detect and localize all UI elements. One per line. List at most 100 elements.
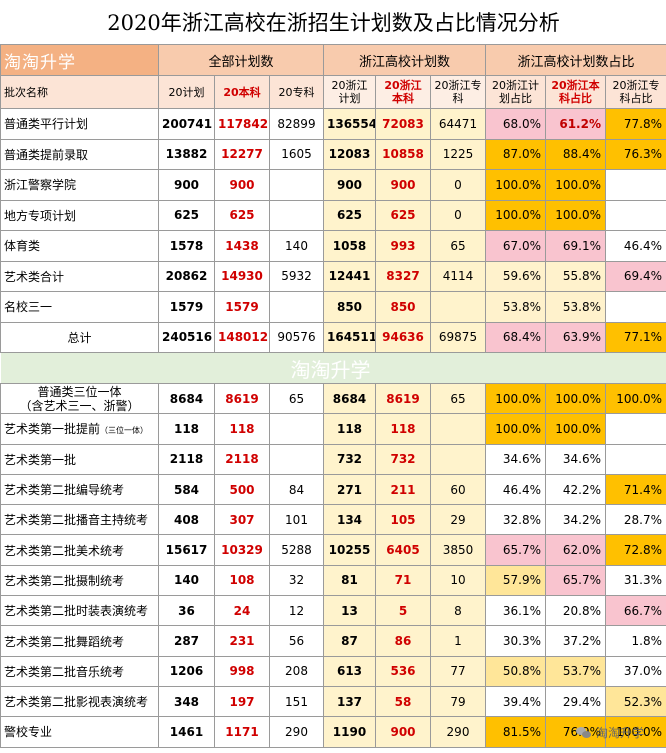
row-name-note: （三位一体） (100, 426, 149, 436)
brand-cell: 淘淘升学 (0, 44, 159, 76)
table-cell: 84 (269, 473, 324, 506)
table-cell: 68.4% (485, 321, 546, 353)
table-cell: 625 (214, 199, 270, 231)
table-row: 艺术类第一批提前（三位一体） 118 118 118 118 100.0% 100.0% (0, 413, 666, 445)
table-cell: 42.2% (545, 473, 606, 506)
row-name: 总计 (0, 321, 159, 353)
table-cell: 63.9% (545, 321, 606, 353)
row-name-text: 名校三一 (4, 300, 53, 315)
row-name: 艺术类第二批影视表演统考 (0, 685, 159, 718)
table-cell: 37.2% (545, 625, 606, 657)
table-row: 艺术类合计 20862 14930 5932 12441 8327 4114 59.6% 55.… (0, 260, 666, 292)
table-cell: 10 (430, 564, 486, 597)
table-cell: 79 (430, 685, 486, 718)
table-cell: 46.4% (604, 230, 666, 262)
row-name-text: 艺术类第二批播音主持统考 (4, 513, 149, 528)
table-row: 警校专业 1461 1171 290 1190 900 290 81.5% 76.9% 100.0… (0, 716, 666, 748)
col-header-c2: 20本科 (214, 75, 270, 109)
table-cell: 82899 (269, 108, 324, 140)
table-cell: 58 (375, 685, 431, 718)
row-name: 普通类平行计划 (0, 108, 159, 140)
row-name-text: 艺术类第二批摄制统考 (4, 573, 125, 588)
table-cell: 536 (375, 655, 431, 687)
table-cell: 65 (269, 382, 324, 415)
row-name-text: 普通类平行计划 (4, 117, 89, 132)
table-cell: 77.8% (604, 108, 666, 140)
table-cell (604, 199, 666, 231)
table-cell: 81 (323, 564, 376, 597)
table-cell: 900 (323, 169, 376, 201)
table-cell: 3850 (430, 534, 486, 566)
row-name-text: 艺术类合计 (4, 269, 65, 284)
row-name-text: 艺术类第二批音乐统考 (4, 664, 125, 679)
row-name-text: 艺术类第二批编导统考 (4, 483, 125, 498)
table-cell: 14930 (214, 260, 270, 292)
table-row: 艺术类第一批 2118 2118 732 732 34.6% 34.6% (0, 443, 666, 475)
table-cell: 34.2% (545, 504, 606, 536)
table-cell: 271 (323, 473, 376, 506)
table-row: 名校三一 1579 1579 850 850 53.8% 53.8% (0, 291, 666, 323)
table-cell: 94636 (375, 321, 431, 353)
row-name: 地方专项计划 (0, 199, 159, 231)
table-cell: 88.4% (545, 138, 606, 170)
col-header-c3: 20专科 (269, 75, 324, 109)
table-cell: 29 (430, 504, 486, 536)
table-cell: 287 (158, 625, 215, 657)
table-cell: 100.0% (545, 169, 606, 201)
table-cell: 69.4% (604, 260, 666, 292)
table-cell: 900 (375, 169, 431, 201)
table-cell: 60 (430, 473, 486, 506)
watermark-text: 淘淘升学 (595, 726, 644, 740)
table-cell: 625 (323, 199, 376, 231)
table-row: 体育类 1578 1438 140 1058 993 65 67.0% 69.1% 46.4% (0, 230, 666, 262)
table-cell: 76.3% (604, 138, 666, 170)
table-cell: 62.0% (545, 534, 606, 566)
table-cell: 290 (430, 716, 486, 748)
table-cell: 30.3% (485, 625, 546, 657)
col-header-c4: 20浙江计划 (323, 75, 376, 109)
table-cell: 140 (269, 230, 324, 262)
table-cell: 56 (269, 625, 324, 657)
col-header-p2: 20浙江本科占比 (545, 75, 606, 109)
group-ratio-header: 浙江高校计划数占比 (484, 44, 666, 76)
table-cell: 37.0% (604, 655, 666, 687)
table-cell: 34.6% (485, 443, 546, 475)
table-row: 艺术类第二批播音主持统考 408 307 101 134 105 29 32.8% 34.2% 2… (0, 504, 666, 536)
table-cell: 12 (269, 595, 324, 627)
table-cell: 8 (430, 595, 486, 627)
table-cell: 86 (375, 625, 431, 657)
table-cell: 8684 (323, 382, 376, 415)
table-cell: 50.8% (485, 655, 546, 687)
table-cell: 87.0% (485, 138, 546, 170)
table-cell: 290 (269, 716, 324, 748)
col-header-c6: 20浙江专科 (430, 75, 486, 109)
table-cell: 77 (430, 655, 486, 687)
table-cell: 31.3% (604, 564, 666, 597)
table-cell: 100.0% (485, 382, 546, 415)
table-row: 艺术类第二批影视表演统考 348 197 151 137 58 79 39.4% 29.4% 52… (0, 685, 666, 718)
row-name: 艺术类第二批时装表演统考 (0, 595, 159, 627)
table-cell: 118 (323, 413, 376, 445)
row-name-text: 艺术类第二批舞蹈统考 (4, 634, 125, 649)
section-divider: 淘淘升学 (0, 352, 666, 384)
table-cell: 208 (269, 655, 324, 687)
table-cell: 148012 (214, 321, 270, 353)
table-cell: 100.0% (545, 382, 606, 415)
table-cell: 118 (214, 413, 270, 445)
table-cell: 57.9% (485, 564, 546, 597)
table-cell: 8327 (375, 260, 431, 292)
table-cell: 625 (375, 199, 431, 231)
table-cell: 46.4% (485, 473, 546, 506)
table-row: 普通类提前录取 13882 12277 1605 12083 10858 1225 87.0%… (0, 138, 666, 170)
row-name-text-2: （含艺术三一、浙警） (19, 398, 140, 413)
table-cell: 34.6% (545, 443, 606, 475)
table-cell (604, 169, 666, 201)
table-cell: 77.1% (604, 321, 666, 353)
table-cell: 117842 (214, 108, 270, 140)
table-cell (430, 443, 486, 475)
table-row: 浙江警察学院 900 900 900 900 0 100.0% 100.0% (0, 169, 666, 201)
table-cell: 1058 (323, 230, 376, 262)
table-cell: 1438 (214, 230, 270, 262)
table-cell: 2118 (158, 443, 215, 475)
